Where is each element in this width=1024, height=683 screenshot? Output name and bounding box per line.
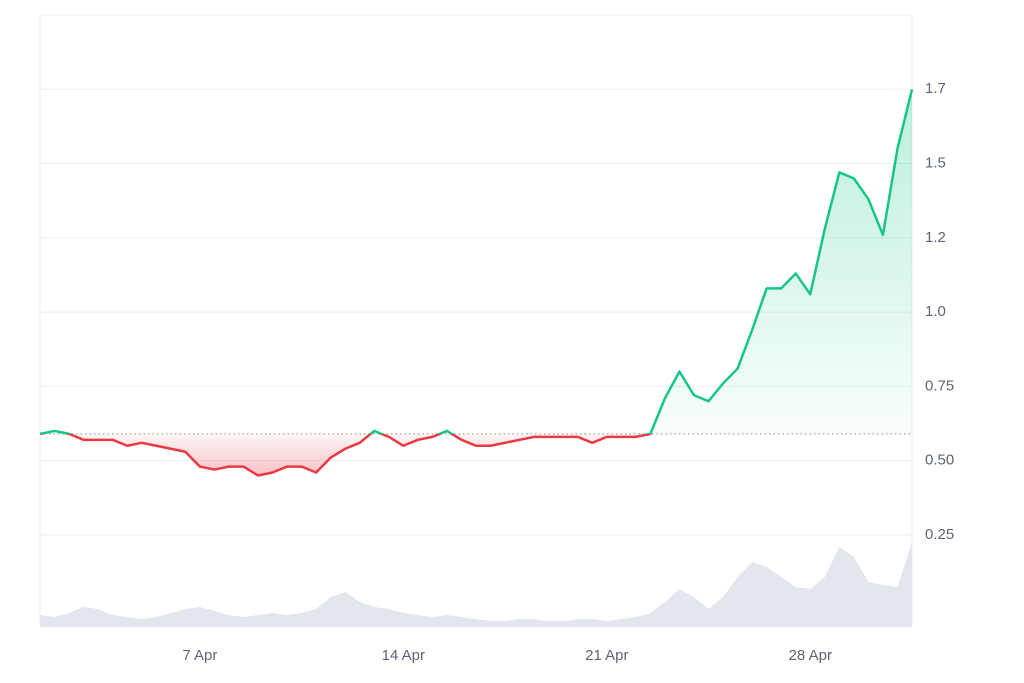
- x-tick-label: 14 Apr: [382, 647, 425, 664]
- price-area: [40, 89, 912, 476]
- y-tick-label: 0.75: [925, 377, 954, 394]
- y-tick-label: 0.50: [925, 452, 954, 469]
- x-tick-label: 7 Apr: [182, 647, 217, 664]
- x-tick-label: 28 Apr: [789, 647, 832, 664]
- y-tick-label: 1.7: [925, 80, 946, 97]
- volume-area: [40, 542, 912, 627]
- y-tick-label: 1.2: [925, 229, 946, 246]
- y-tick-label: 1.0: [925, 303, 946, 320]
- price-line: [39, 88, 914, 477]
- x-tick-label: 21 Apr: [585, 647, 628, 664]
- y-tick-label: 1.5: [925, 155, 946, 172]
- y-tick-label: 0.25: [925, 526, 954, 543]
